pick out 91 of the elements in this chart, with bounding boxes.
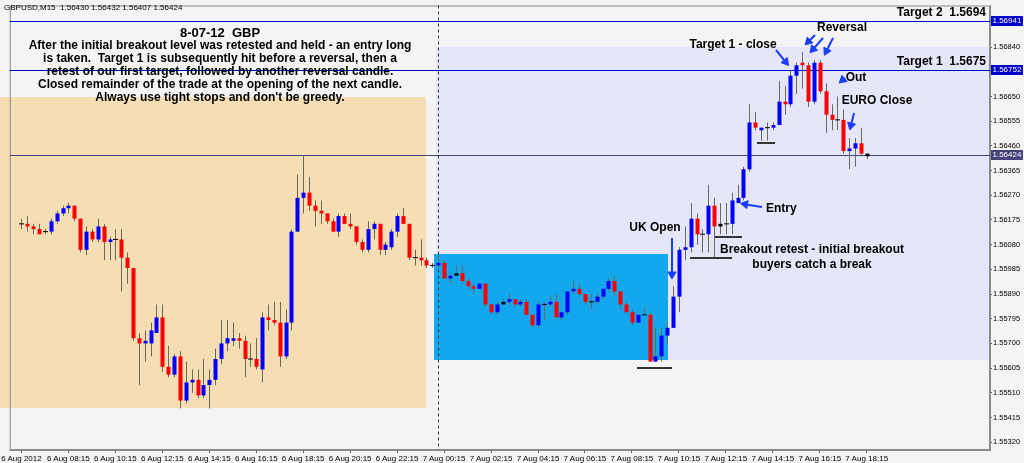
candlestick [659, 327, 664, 363]
ref-line-label: Target 2 1.5694 [896, 5, 987, 20]
candlestick [834, 95, 841, 131]
x-tick-label: 6 Aug 16:15 [234, 454, 279, 463]
x-tick-label: 6 Aug 20:15 [328, 454, 373, 463]
x-tick-label: 7 Aug 08:15 [610, 454, 654, 463]
x-tick-label: 7 Aug 10:15 [657, 454, 701, 463]
x-tick-label: 6 Aug 2012 [1, 454, 43, 463]
candlestick [753, 111, 758, 131]
candlestick [196, 368, 201, 399]
candlestick [541, 301, 548, 321]
candlestick [723, 202, 730, 235]
candlestick [336, 212, 341, 238]
candlestick [102, 223, 107, 261]
candlestick [207, 368, 212, 409]
x-tick-label: 7 Aug 04:15 [516, 454, 560, 463]
candlestick [231, 322, 236, 347]
candlestick [366, 220, 371, 253]
candlestick [395, 212, 400, 238]
candlestick [618, 290, 623, 311]
x-tick-label: 7 Aug 12:15 [704, 454, 748, 463]
annotation: GBPUSD,M15 1.56430 1.56432 1.56407 1.56424 [4, 3, 183, 13]
candlestick [247, 342, 254, 368]
annotation: Reversal [816, 20, 868, 35]
annotation: 1.56424 [992, 150, 1022, 160]
candlestick [166, 345, 171, 378]
candlestick [119, 228, 124, 292]
x-tick-label: 7 Aug 06:15 [563, 454, 607, 463]
candlestick [695, 212, 700, 246]
x-tick-label: 7 Aug 14:15 [751, 454, 795, 463]
candlestick [712, 197, 717, 259]
candlestick [313, 199, 318, 227]
candlestick [699, 228, 706, 253]
x-tick-label: 6 Aug 22:15 [375, 454, 420, 463]
candlestick [777, 80, 782, 126]
annotation: Entry [766, 201, 797, 216]
candlestick [794, 62, 799, 95]
candlestick [653, 327, 658, 363]
candlestick [536, 301, 541, 329]
candlestick [730, 192, 735, 235]
candlestick [301, 155, 306, 214]
candlestick [172, 353, 177, 378]
candlestick [354, 225, 359, 246]
candlestick [612, 275, 617, 298]
candlestick [824, 82, 829, 134]
candlestick [307, 176, 312, 212]
x-tick-label: 7 Aug 00:15 [422, 454, 466, 463]
candlestick [665, 322, 670, 344]
candlestick [830, 103, 835, 131]
candlestick [243, 335, 248, 378]
candlestick [859, 127, 864, 157]
x-tick-label: 6 Aug 10:15 [94, 454, 138, 463]
candlestick [389, 228, 394, 251]
x-tick-label: 6 Aug 12:15 [140, 454, 185, 463]
candlestick [683, 225, 688, 261]
ref-line-label: Target 1 1.5675 [896, 54, 987, 69]
candlestick [565, 290, 570, 316]
candlestick [764, 121, 771, 142]
text: 8-07-12 GBP [179, 24, 261, 40]
x-tick-label: 6 Aug 08:15 [47, 454, 91, 463]
candlestick [272, 301, 277, 326]
annotation: 1.56941 [992, 16, 1022, 26]
candlestick [588, 293, 595, 311]
candlestick [84, 225, 89, 256]
candlestick [201, 358, 206, 399]
x-tick-label: 7 Aug 18:15 [845, 454, 889, 463]
candlestick [372, 220, 377, 240]
annotation: Out [845, 70, 867, 85]
candlestick [219, 319, 224, 365]
candlestick [96, 218, 101, 243]
candlestick [213, 348, 218, 386]
annotation: UK Open [629, 220, 681, 235]
annotation: 1.56752 [992, 65, 1022, 75]
candlestick [254, 337, 259, 370]
x-tick-label: 7 Aug 16:15 [798, 454, 842, 463]
annotation: EURO Close [841, 93, 913, 108]
x-tick-label: 6 Aug 18:15 [281, 454, 326, 463]
candlestick [225, 319, 230, 352]
x-tick-label: 7 Aug 02:15 [469, 454, 513, 463]
candlestick [460, 264, 465, 285]
candlestick [125, 251, 130, 285]
x-tick-label: 6 Aug 14:15 [187, 454, 232, 463]
candlestick [853, 137, 858, 168]
candlestick [847, 137, 852, 170]
candlestick [108, 236, 113, 261]
candlestick [184, 361, 189, 404]
candlestick [112, 228, 119, 261]
candlestick [137, 332, 142, 386]
annotation: Breakout retest - initial breakout buyers catch a break [719, 242, 905, 272]
annotation: Target 1 - close [689, 37, 777, 52]
candlestick [266, 303, 271, 331]
